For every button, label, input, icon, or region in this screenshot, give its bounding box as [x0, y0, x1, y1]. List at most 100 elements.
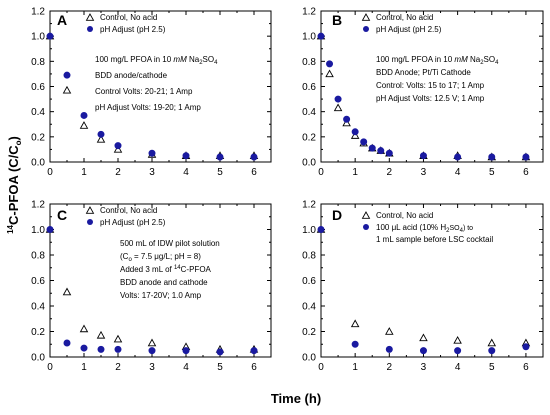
legend-label: Control, No acid: [376, 13, 433, 22]
data-point-circle: [488, 347, 496, 355]
data-point-circle: [63, 71, 71, 79]
y-tick-label: 1.0: [302, 32, 316, 43]
data-point-circle: [317, 32, 325, 40]
y-tick-label: 1.0: [31, 225, 45, 236]
y-tick-label: 1.0: [31, 32, 45, 43]
x-tick-label: 5: [489, 362, 495, 373]
annotation-text: pH Adjust Volts: 19-20; 1 Amp: [95, 103, 201, 112]
legend-label: pH Adjust (pH 2.5): [376, 25, 442, 34]
data-point-circle: [368, 144, 376, 152]
data-point-circle: [326, 60, 334, 68]
x-tick-label: 2: [387, 167, 393, 178]
annotation-text: Control: Volts: 15 to 17; 1 Amp: [376, 81, 485, 90]
data-point-triangle: [79, 121, 89, 129]
x-tick-label: 5: [489, 167, 495, 178]
y-tick-label: 0.6: [31, 276, 45, 287]
legend-marker-circle: [363, 224, 369, 230]
data-point-triangle: [333, 103, 343, 112]
legend-marker-circle: [363, 26, 369, 32]
x-axis-title: Time (h): [271, 391, 321, 406]
data-point-circle: [522, 343, 530, 351]
x-tick-label: 0: [47, 167, 53, 178]
y-tick-label: 0.8: [302, 57, 316, 68]
legend-label: Control, No acid: [100, 13, 157, 22]
data-point-circle: [488, 153, 496, 161]
data-point-circle: [114, 345, 122, 353]
data-point-triangle: [350, 319, 360, 328]
data-point-circle: [385, 149, 393, 157]
data-point-circle: [182, 152, 190, 160]
data-point-triangle: [113, 334, 123, 343]
data-point-triangle: [96, 134, 106, 143]
y-tick-label: 0.6: [302, 276, 316, 287]
data-point-circle: [360, 138, 368, 146]
x-tick-label: 4: [183, 362, 189, 373]
data-point-circle: [97, 130, 105, 138]
y-tick-label: 0.2: [302, 132, 316, 143]
x-tick-label: 3: [421, 362, 427, 373]
data-point-circle: [250, 347, 258, 355]
x-tick-label: 2: [115, 167, 121, 178]
x-tick-label: 0: [47, 362, 53, 373]
legend-label: 100 μL acid (10% H2SO4) to: [376, 223, 473, 234]
x-tick-label: 6: [251, 167, 257, 178]
y-tick-label: 0.0: [31, 158, 45, 169]
x-tick-label: 3: [149, 362, 155, 373]
data-point-circle: [343, 115, 351, 123]
data-point-circle: [148, 149, 156, 157]
y-tick-label: 0.0: [31, 353, 45, 364]
y-tick-label: 1.2: [302, 7, 316, 18]
y-tick-label: 1.2: [302, 200, 316, 211]
y-tick-label: 0.2: [31, 132, 45, 143]
annotation-text: Volts: 17-20V; 1.0 Amp: [120, 291, 202, 300]
legend-marker-triangle: [85, 206, 95, 214]
annotation-text: 100 mg/L PFOA in 10 mM Na2SO4: [376, 55, 499, 66]
legend-marker-circle: [87, 26, 93, 32]
x-tick-label: 1: [81, 362, 87, 373]
x-tick-label: 4: [455, 362, 461, 373]
legend-label: pH Adjust (pH 2.5): [100, 218, 166, 227]
panel-letter: C: [57, 207, 67, 223]
annotation-text: Added 3 mL of 14C-PFOA: [120, 265, 212, 274]
data-point-circle: [377, 147, 385, 155]
annotation-text: (Co = 7.5 μg/L; pH = 8): [120, 252, 201, 263]
data-point-circle: [454, 153, 462, 161]
annotation-text: 500 mL of IDW pilot solution: [120, 239, 220, 248]
panel-B: 0.0 0.2 0.4 0.6 0.8 1.0 1.2 0 1 2 3 4 5 6 B Control, No…: [302, 7, 544, 178]
x-tick-label: 3: [421, 167, 427, 178]
data-point-circle: [97, 345, 105, 353]
data-point-triangle: [487, 338, 497, 347]
data-point-circle: [385, 345, 393, 353]
x-tick-label: 4: [455, 167, 461, 178]
y-tick-label: 0.4: [31, 302, 45, 313]
data-point-triangle: [62, 85, 72, 94]
y-tick-label: 0.2: [302, 327, 316, 338]
legend-label: pH Adjust (pH 2.5): [100, 25, 166, 34]
data-point-triangle: [453, 335, 462, 344]
data-point-circle: [182, 347, 190, 355]
legend-marker-triangle: [85, 13, 95, 21]
data-point-triangle: [62, 287, 72, 296]
data-point-circle: [46, 32, 54, 40]
x-tick-label: 5: [217, 362, 223, 373]
legend-label: Control, No acid: [100, 206, 157, 215]
data-point-circle: [334, 95, 342, 103]
data-point-circle: [114, 142, 122, 150]
data-point-triangle: [419, 333, 428, 342]
data-point-triangle: [96, 330, 106, 339]
annotation-text: 100 mg/L PFOA in 10 mM Na2SO4: [95, 55, 218, 66]
annotation-text: BDD anode and cathode: [120, 278, 208, 287]
y-axis-title: 14C-PFOA (C/Co): [6, 136, 23, 234]
y-tick-label: 0.8: [31, 251, 45, 262]
x-tick-label: 2: [115, 362, 121, 373]
legend-marker-triangle: [361, 211, 371, 219]
x-tick-label: 6: [251, 362, 257, 373]
y-tick-label: 0.0: [302, 353, 316, 364]
data-point-circle: [216, 153, 224, 161]
x-tick-label: 6: [523, 362, 529, 373]
y-tick-label: 0.0: [302, 158, 316, 169]
data-point-circle: [148, 347, 156, 355]
y-tick-label: 1.2: [31, 7, 45, 18]
data-point-circle: [46, 226, 54, 233]
y-tick-label: 0.8: [31, 57, 45, 68]
